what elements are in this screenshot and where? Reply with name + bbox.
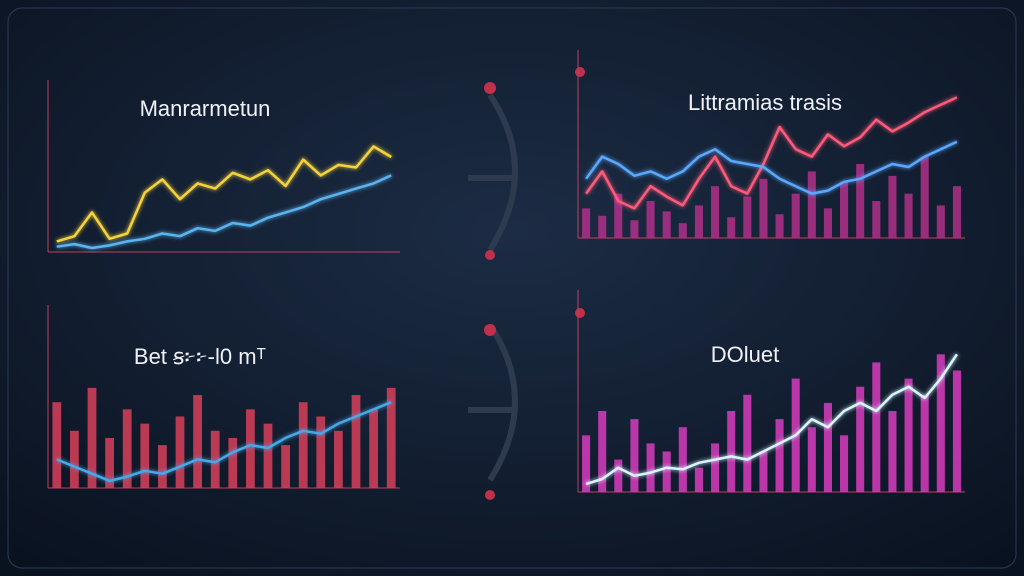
line-series [585,353,958,486]
chart-title: Bet ꞩ፦፦-l0 mᵀ [134,344,266,369]
bar [840,181,849,238]
bar [630,419,639,492]
bar [369,409,378,488]
chart-panel: Manrarmetun [47,80,400,253]
bar [630,220,639,238]
bar [122,409,132,488]
bar [775,214,784,238]
bar [711,186,720,238]
line-series [585,140,958,195]
line-series [585,96,958,210]
bar [694,205,703,238]
bar [743,196,752,238]
bar [904,193,913,238]
line-series [56,401,392,483]
bar [743,394,752,492]
bar [759,451,768,492]
chart-panel: DOluet [577,290,965,493]
bar [727,217,736,238]
bar [872,362,881,492]
chart-title: Manrarmetun [140,96,271,121]
bar [210,430,220,488]
bar [920,394,929,492]
bar [193,395,202,488]
bar [694,467,703,492]
bar [872,201,881,238]
bar [386,387,396,488]
bar [263,423,273,488]
bar [52,402,62,488]
bar [727,411,736,492]
bar [70,430,79,488]
bar [823,402,832,492]
bar [904,378,913,492]
bar [775,419,784,492]
bar [646,443,655,492]
bar [920,156,929,238]
bar [598,411,607,492]
bar [246,409,255,488]
line-series [56,174,392,250]
bar [791,193,800,238]
bar [316,416,326,488]
bar [807,171,816,238]
bar [582,435,591,492]
bar [614,193,623,238]
bar [856,386,865,492]
center-decor [468,93,518,482]
bar [614,459,623,492]
bar [158,445,167,488]
bar [952,186,961,238]
bar [175,416,185,488]
bar [678,427,687,492]
bar [936,205,945,238]
bar [823,208,832,238]
bar [662,451,671,492]
bar [598,215,607,238]
chart-title: DOluet [711,342,779,367]
bar [952,370,961,492]
bar [936,354,945,492]
chart-title: Littramias trasis [688,90,842,115]
bar [662,211,671,238]
bar [807,427,816,492]
bar [888,175,897,238]
bar [840,435,849,492]
bar [759,178,768,238]
bar [888,411,897,492]
bar [281,445,290,488]
bar [140,423,150,488]
bar [351,395,361,488]
bar [298,402,308,488]
bar [711,443,720,492]
bar [678,223,687,238]
bar [856,164,865,238]
bar [87,387,97,488]
line-series [56,145,392,243]
bar [646,201,655,238]
frame [7,7,1017,569]
bar [105,437,114,488]
chart-panel: Littramias trasis [577,50,965,239]
chart-panel: Bet ꞩ፦፦-l0 mᵀ [47,305,400,489]
bar [228,437,238,488]
bar [334,430,343,488]
bar [582,208,591,238]
